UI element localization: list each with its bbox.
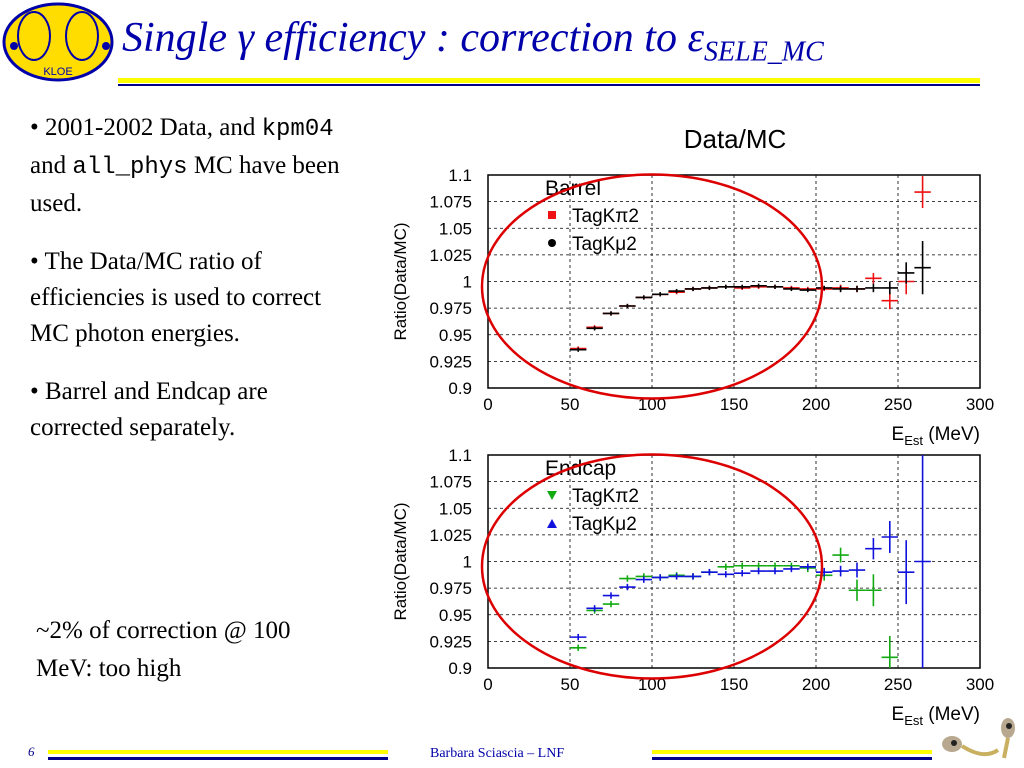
legend-marker (548, 239, 556, 247)
x-tick-label: 50 (561, 395, 580, 414)
x-tick-label: 300 (966, 675, 994, 694)
x-tick-label: 0 (483, 675, 492, 694)
legend-label: TagKπ2 (572, 206, 639, 227)
y-tick-label: 1 (463, 273, 472, 292)
data-mc-chart: Data/MC 0.9 0.925 0.95 0.975 1 1.025 1.05 1.075 1… (391, 124, 994, 728)
y-tick-label: 1.075 (429, 473, 472, 492)
y-tick-label: 1.025 (429, 246, 472, 265)
x-tick-label: 150 (720, 395, 748, 414)
legend-marker (547, 519, 557, 528)
title-main: Single γ efficiency : correction to ε (122, 15, 705, 61)
y-tick-label: 0.95 (439, 606, 472, 625)
x-tick-label: 100 (638, 675, 666, 694)
bullet-3: • Barrel and Endcap are corrected separa… (30, 378, 268, 441)
footer-line-right-yellow (652, 750, 932, 754)
highlight-ellipse (480, 173, 824, 400)
y-tick-label: 0.975 (429, 299, 472, 318)
legend-label: TagKπ2 (572, 486, 639, 507)
panel-label: Endcap (545, 457, 616, 480)
legend-label: TagKμ2 (572, 234, 637, 255)
y-axis-label: Ratio(Data/MC) (391, 502, 410, 620)
highlight-ellipse (480, 453, 824, 680)
y-tick-label: 1 (463, 553, 472, 572)
legend-label: TagKμ2 (572, 514, 637, 535)
panel-endcap: 0.9 0.925 0.95 0.975 1 1.025 1.05 1.075 1.1 0 50 10… (391, 446, 994, 728)
x-tick-label: 0 (483, 395, 492, 414)
title-subscript: SELE_MC (704, 36, 824, 68)
y-tick-label: 1.05 (439, 219, 472, 238)
footer-line-left-blue (48, 757, 388, 760)
footer-author: Barbara Sciascia – LNF (430, 746, 565, 761)
y-tick-label: 1.1 (448, 166, 472, 185)
chart-title: Data/MC (684, 124, 787, 154)
y-tick-label: 0.975 (429, 579, 472, 598)
x-tick-label: 300 (966, 395, 994, 414)
y-tick-label: 0.925 (429, 352, 472, 371)
correction-note: ~2% of correction @ 100 MeV: too high (36, 617, 291, 682)
footer-line-right-blue (652, 757, 932, 760)
logo-text: KLOE (43, 66, 72, 78)
x-tick-label: 100 (638, 395, 666, 414)
legend-marker (548, 211, 556, 219)
y-tick-label: 0.925 (429, 632, 472, 651)
title-underline-yellow (118, 78, 980, 83)
code-kpm04: kpm04 (261, 116, 334, 143)
x-axis-label: EEst (MeV) (892, 704, 980, 728)
mascot-icon (942, 718, 1015, 759)
footer-line-left-yellow (48, 750, 388, 754)
panel-barrel: 0.9 0.925 0.95 0.975 1 1.025 1.05 1.075 1.1 0 50 10… (391, 166, 994, 448)
y-tick-label: 0.9 (448, 659, 472, 678)
x-tick-label: 150 (720, 675, 748, 694)
slide-title: Single γ efficiency : correction to εSEL… (122, 14, 824, 68)
code-all-phys: all_phys (72, 154, 188, 181)
x-tick-label: 250 (884, 675, 912, 694)
x-axis-label: EEst (MeV) (892, 424, 980, 448)
y-tick-label: 0.95 (439, 326, 472, 345)
title-underline-blue (118, 84, 980, 86)
y-tick-label: 1.1 (448, 446, 472, 465)
y-tick-label: 1.075 (429, 193, 472, 212)
page-number: 6 (28, 744, 35, 759)
x-tick-label: 50 (561, 675, 580, 694)
bullet-1: • 2001-2002 Data, and kpm04 and all_phys… (30, 114, 340, 217)
bullet-2: • The Data/MC ratio of efficiencies is u… (30, 248, 322, 347)
x-tick-label: 200 (802, 395, 830, 414)
y-tick-label: 1.05 (439, 499, 472, 518)
x-tick-label: 250 (884, 395, 912, 414)
kloe-logo: KLOE (2, 2, 114, 82)
x-tick-label: 200 (802, 675, 830, 694)
bullet-list: • 2001-2002 Data, and kpm04 and all_phys… (30, 110, 350, 468)
y-tick-label: 0.9 (448, 379, 472, 398)
legend-marker (547, 491, 557, 500)
y-tick-label: 1.025 (429, 526, 472, 545)
y-axis-label: Ratio(Data/MC) (391, 222, 410, 340)
